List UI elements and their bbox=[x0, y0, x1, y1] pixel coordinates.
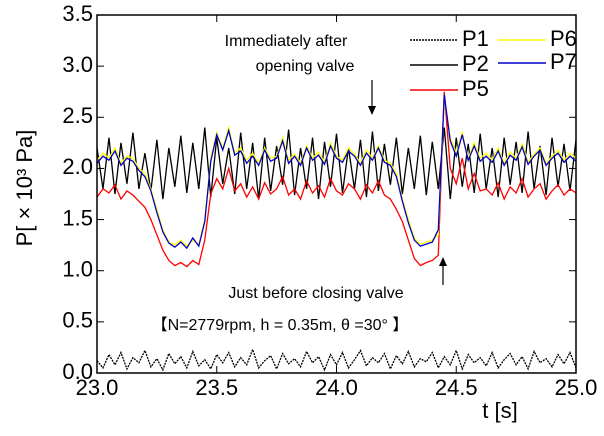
data-line bbox=[96, 127, 577, 200]
arrows bbox=[368, 80, 447, 285]
data-line bbox=[96, 94, 577, 250]
x-tick-label: 23.0 bbox=[76, 375, 119, 400]
x-tick-label: 24.5 bbox=[435, 375, 478, 400]
legend-label: P5 bbox=[462, 76, 489, 101]
y-axis-label: P[ × 10³ Pa] bbox=[12, 130, 37, 247]
x-tick-label: 24.0 bbox=[315, 375, 358, 400]
annotation: Immediately after bbox=[225, 33, 348, 50]
y-tick-label: 1.5 bbox=[62, 205, 93, 230]
legend-label: P6 bbox=[550, 26, 577, 51]
legend-label: P2 bbox=[462, 51, 489, 76]
y-tick-label: 0.5 bbox=[62, 308, 93, 333]
y-tick-label: 3.5 bbox=[62, 1, 93, 26]
y-tick-label: 0.0 bbox=[62, 359, 93, 384]
legend-label: P7 bbox=[550, 49, 577, 74]
legend-label: P1 bbox=[462, 26, 489, 51]
annotation: 【N=2779rpm, h = 0.35m, θ =30° 】 bbox=[152, 317, 409, 334]
x-tick-label: 25.0 bbox=[555, 375, 598, 400]
y-tick-label: 2.0 bbox=[62, 154, 93, 179]
y-tick-label: 3.0 bbox=[62, 52, 93, 77]
x-axis-label: t [s] bbox=[482, 398, 517, 423]
annotation: Just before closing valve bbox=[228, 285, 403, 302]
annotation: opening valve bbox=[256, 58, 355, 75]
data-line bbox=[96, 347, 577, 372]
y-tick-label: 2.5 bbox=[62, 103, 93, 128]
data-line bbox=[96, 91, 577, 268]
data-line bbox=[96, 96, 577, 248]
y-tick-label: 1.0 bbox=[62, 257, 93, 282]
x-tick-label: 23.5 bbox=[195, 375, 238, 400]
